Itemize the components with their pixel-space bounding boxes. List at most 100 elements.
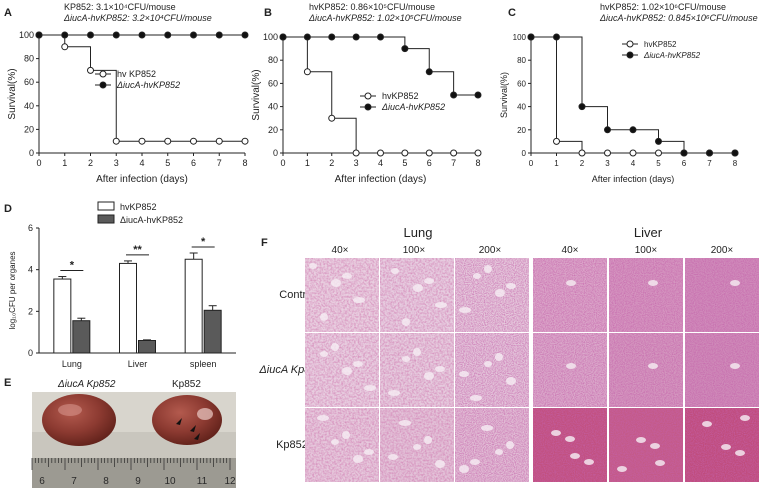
survival-point [629,149,637,157]
x-tick-label: 1 [554,159,559,168]
survival-chart-b: hvKP852: 0.86×10⁵CFU/mouseΔiucA-hvKP852:… [251,2,482,185]
alveolar-space [320,313,328,321]
survival-point [578,149,586,157]
legend-swatch [97,201,115,211]
survival-point [401,149,409,157]
y-tick-label: 6 [28,223,33,233]
mag-label-liver-200x: 200× [711,245,734,256]
lesion-space [735,450,745,456]
alveolar-space [413,284,423,292]
lesion-arrow-3 [194,433,200,440]
y-axis-label: Survival(%) [251,69,262,120]
alveolar-space [388,390,400,396]
y-tick-label: 100 [19,30,34,40]
x-tick-label: 0 [36,158,41,168]
survival-point [655,149,662,157]
ruler-number-8: 8 [103,476,109,487]
y-tick-label: 20 [24,124,34,134]
x-axis-label: After infection (days) [335,174,427,185]
survival-point [527,33,535,41]
x-tick-label: 7 [707,159,712,168]
y-tick-label: 60 [517,79,526,88]
legend-marker [364,103,372,111]
alveolar-space [364,449,374,455]
y-tick-label: 100 [263,32,278,42]
liver-wildtype-highlight [197,408,213,420]
alveolar-space [424,436,432,444]
tissue-texture [609,333,683,407]
x-tick-label: 0 [280,158,285,168]
y-tick-label: 4 [28,265,33,275]
survival-point [138,31,146,39]
alveolar-space [320,351,328,357]
alveolar-space [342,273,352,279]
lesion-arrow-2 [190,425,196,432]
liver-photo: ΔiucA Kp852 Kp852 6 7 8 9 10 11 12 [31,379,236,488]
survival-point [112,31,120,39]
alveolar-space [317,415,329,421]
survival-point [164,31,172,39]
liver-mutant [42,394,116,446]
alveolar-space [353,297,365,303]
survival-point [87,31,94,39]
alveolar-space [506,283,516,289]
bar-wildtype [119,262,137,354]
lesion-space [655,460,665,466]
alveolar-space [331,439,339,445]
x-tick-label: 2 [329,158,334,168]
x-tick-label: 6 [427,158,432,168]
bar-wildtype [184,258,203,354]
alveolar-space [402,356,410,362]
survival-point [474,149,482,157]
alveolar-space [413,444,421,450]
vessel-space [648,280,658,286]
legend-marker [626,51,634,59]
lesion-space [721,444,731,450]
panel-letter-e: E [4,377,11,389]
x-tick-label: 4 [378,158,383,168]
mag-label-lung-40x: 40× [332,245,349,256]
legend-label: ΔiucA-hvKP852 [381,102,445,112]
alveolar-space [435,460,445,468]
bar-wildtype [53,278,72,354]
survival-point [401,45,409,53]
ruler-number-12: 12 [224,476,236,487]
x-tick-label: 7 [451,158,456,168]
tissue-texture [455,333,529,407]
y-tick-label: 40 [517,103,526,112]
y-tick-label: 80 [517,56,526,65]
alveolar-space [470,395,482,401]
survival-point [425,149,433,157]
bar-mutant [203,309,222,354]
tissue-texture [533,408,607,482]
alveolar-space [484,361,492,367]
significance-mark: ** [133,244,142,256]
x-tick-label: 0 [529,159,534,168]
survival-point [578,103,586,111]
survival-point [629,126,637,134]
alveolar-space [459,465,469,473]
lesion-space [636,437,646,443]
y-tick-label: 40 [268,102,278,112]
vessel-space [648,363,658,369]
x-tick-label: 5 [165,158,170,168]
alveolar-space [424,372,434,380]
alveolar-space [435,366,445,372]
legend-label: ΔiucA-hvKP852 [116,80,180,90]
survival-point [303,33,311,41]
lesion-space [584,459,594,465]
survival-point [655,137,662,145]
survival-point [377,149,384,157]
chart-subtitle-line: hvKP852: 1.02×10⁶CFU/mouse [600,2,726,12]
survival-point [164,137,172,145]
significance-mark: * [201,236,206,248]
ruler-ticks [31,458,231,470]
tissue-texture [455,258,529,332]
histology-title-liver: Liver [634,225,663,240]
survival-chart-c: hvKP852: 1.02×10⁶CFU/mouseΔiucA-hvKP852:… [499,2,758,184]
y-tick-label: 2 [28,306,33,316]
category-label: Lung [62,359,82,369]
vessel-space [566,280,576,286]
lesion-space [565,436,575,442]
